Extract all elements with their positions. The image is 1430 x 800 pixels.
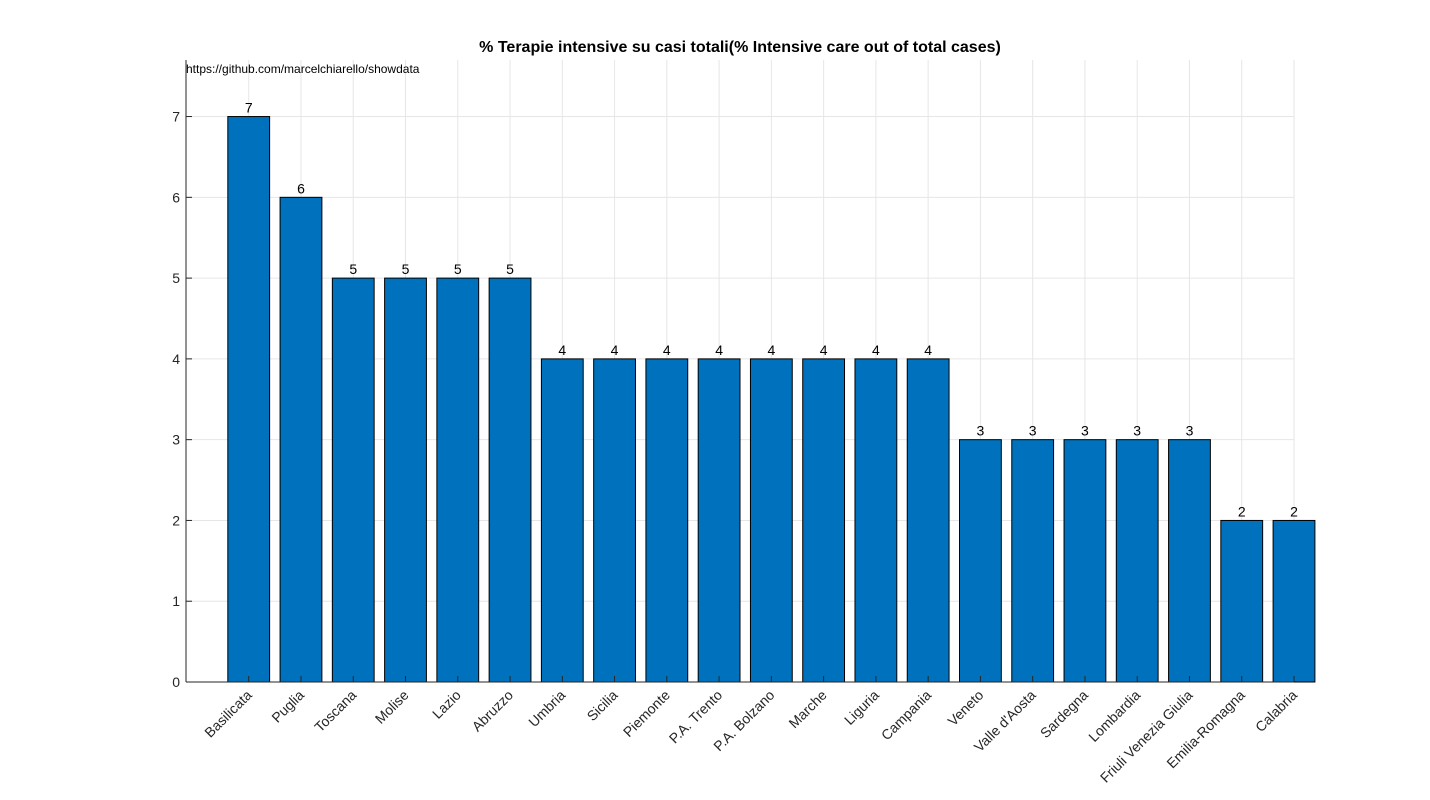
bar — [854, 358, 898, 683]
x-tick-label: Umbria — [525, 687, 568, 730]
bar — [1168, 439, 1211, 683]
y-tick-label: 6 — [172, 189, 180, 205]
y-tick-label: 4 — [172, 351, 180, 367]
bar-value-label: 3 — [1186, 423, 1194, 439]
y-tick-label: 7 — [172, 109, 180, 125]
bar — [436, 277, 480, 683]
x-tick-label: Toscana — [311, 687, 359, 735]
bar — [1011, 439, 1055, 683]
x-tick-label: Friuli Venezia Giulia — [1097, 687, 1196, 786]
x-tick-label: Sicilia — [584, 687, 621, 724]
axes — [185, 60, 1295, 683]
x-tick-label: Marche — [785, 687, 829, 731]
bar-value-label: 4 — [715, 342, 723, 358]
bar-value-label: 2 — [1290, 503, 1298, 519]
bar-value-label: 5 — [349, 261, 357, 277]
bar-value-label: 4 — [558, 342, 566, 358]
x-tick-label: Basilicata — [201, 687, 255, 741]
bar-value-label: 5 — [454, 261, 462, 277]
x-tick-label: Molise — [372, 687, 412, 727]
x-tick-label: Veneto — [944, 687, 986, 729]
bar-value-label: 4 — [872, 342, 880, 358]
bar — [331, 277, 375, 683]
y-tick-label: 1 — [172, 593, 180, 609]
bar — [1272, 519, 1316, 683]
y-tick-label: 3 — [172, 432, 180, 448]
x-tick-label: Liguria — [841, 687, 882, 728]
bar — [749, 358, 793, 683]
bar-value-label: 4 — [767, 342, 775, 358]
bar-value-label: 3 — [1081, 423, 1089, 439]
y-tick-label: 2 — [172, 512, 180, 528]
bar — [593, 358, 636, 683]
bar-value-label: 2 — [1238, 503, 1246, 519]
bar — [959, 439, 1002, 683]
chart-title: % Terapie intensive su casi totali(% Int… — [479, 39, 1001, 56]
bar-value-label: 4 — [924, 342, 932, 358]
bar-value-label: 4 — [611, 342, 619, 358]
bar — [1115, 439, 1159, 683]
bar — [906, 358, 950, 683]
bar-value-label: 6 — [297, 180, 305, 196]
bar — [488, 277, 532, 683]
bar-value-label: 3 — [1029, 423, 1037, 439]
bar — [645, 358, 689, 683]
bar — [802, 358, 846, 683]
bar — [540, 358, 584, 683]
x-tick-label: Sardegna — [1037, 687, 1091, 741]
x-tick-label: Campania — [878, 687, 935, 744]
bar — [1220, 519, 1264, 683]
bar — [384, 277, 427, 683]
bar-value-label: 5 — [402, 261, 410, 277]
bar — [697, 358, 741, 683]
bar — [279, 196, 323, 683]
bar-value-label: 5 — [506, 261, 514, 277]
bar-value-label: 3 — [1133, 423, 1141, 439]
bar-value-label: 3 — [977, 423, 985, 439]
x-tick-label: Piemonte — [620, 687, 673, 740]
x-tick-label: Lazio — [429, 687, 464, 722]
bar — [227, 116, 271, 683]
bars — [227, 116, 1316, 683]
x-tick-label: Abruzzo — [469, 687, 517, 735]
bar — [1063, 439, 1107, 683]
bar-value-label: 4 — [663, 342, 671, 358]
y-tick-label: 0 — [172, 674, 180, 690]
source-annotation: https://github.com/marcelchiarello/showd… — [186, 62, 420, 76]
y-tick-label: 5 — [172, 270, 180, 286]
x-tick-label: Puglia — [268, 687, 307, 726]
bar-value-label: 4 — [820, 342, 828, 358]
bar-value-label: 7 — [245, 100, 253, 116]
x-tick-label: Calabria — [1252, 687, 1300, 735]
